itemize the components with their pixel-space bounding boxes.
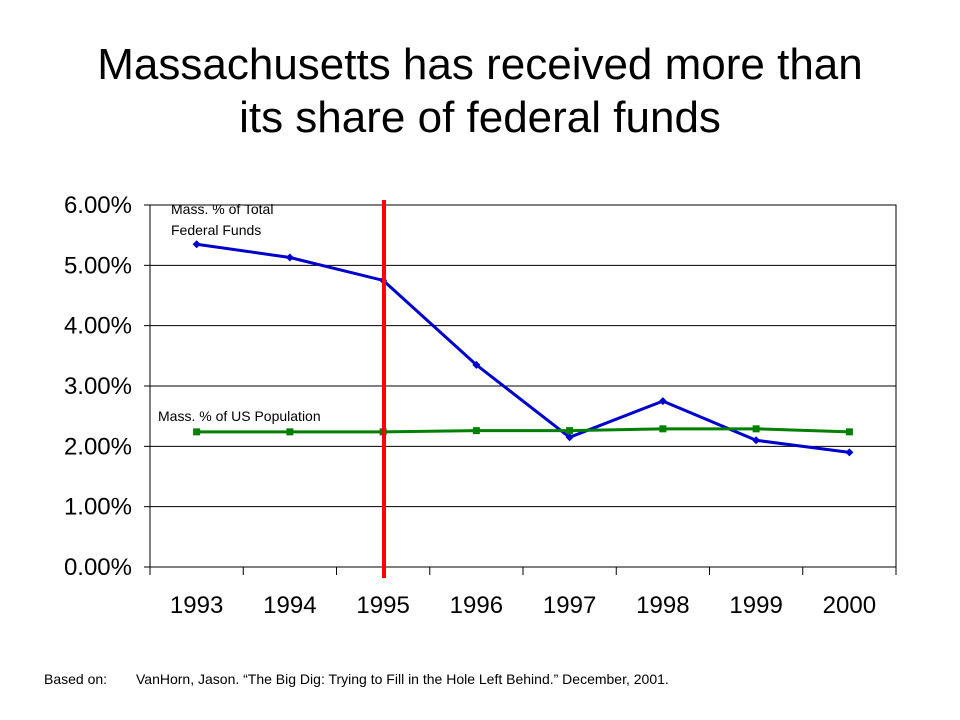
data-point bbox=[472, 427, 480, 435]
data-point bbox=[193, 428, 201, 436]
y-tick-label: 2.00% bbox=[64, 433, 132, 460]
x-tick-label: 1994 bbox=[263, 592, 316, 619]
data-point bbox=[286, 428, 294, 436]
x-tick-label: 1998 bbox=[636, 592, 689, 619]
y-tick-label: 5.00% bbox=[64, 252, 132, 279]
data-point bbox=[658, 397, 667, 406]
source-footer: Based on: VanHorn, Jason. “The Big Dig: T… bbox=[44, 671, 669, 687]
y-tick-label: 0.00% bbox=[64, 554, 132, 581]
series-label-population: Mass. % of US Population bbox=[158, 408, 321, 424]
series-label-federal-funds: Mass. % of Total Federal Funds bbox=[171, 201, 273, 238]
series-line bbox=[196, 427, 850, 434]
data-point bbox=[566, 427, 574, 435]
data-point bbox=[752, 436, 761, 445]
title-line-1: Massachusetts has received more than bbox=[97, 40, 863, 89]
y-tick-label: 1.00% bbox=[64, 494, 132, 521]
data-point bbox=[845, 448, 854, 457]
y-tick-label: 3.00% bbox=[64, 373, 132, 400]
source-citation: VanHorn, Jason. “The Big Dig: Trying to … bbox=[136, 671, 669, 687]
title-line-2: its share of federal funds bbox=[239, 93, 721, 142]
source-label: Based on: bbox=[44, 671, 108, 687]
x-tick-label: 1999 bbox=[729, 592, 782, 619]
data-point bbox=[659, 425, 667, 433]
series-line bbox=[196, 242, 850, 454]
slide-title: Massachusetts has received more than its… bbox=[0, 38, 960, 144]
data-point bbox=[192, 240, 201, 249]
x-tick-label: 1996 bbox=[450, 592, 503, 619]
y-tick-label: 6.00% bbox=[64, 192, 132, 219]
x-tick-label: 1995 bbox=[356, 592, 409, 619]
data-point bbox=[472, 360, 481, 369]
data-point bbox=[285, 253, 294, 262]
x-tick-label: 1993 bbox=[170, 592, 223, 619]
x-tick-label: 1997 bbox=[543, 592, 596, 619]
data-point bbox=[845, 428, 853, 436]
y-tick-label: 4.00% bbox=[64, 313, 132, 340]
data-point bbox=[752, 425, 760, 433]
data-point bbox=[565, 433, 574, 442]
x-tick-label: 2000 bbox=[823, 592, 876, 619]
